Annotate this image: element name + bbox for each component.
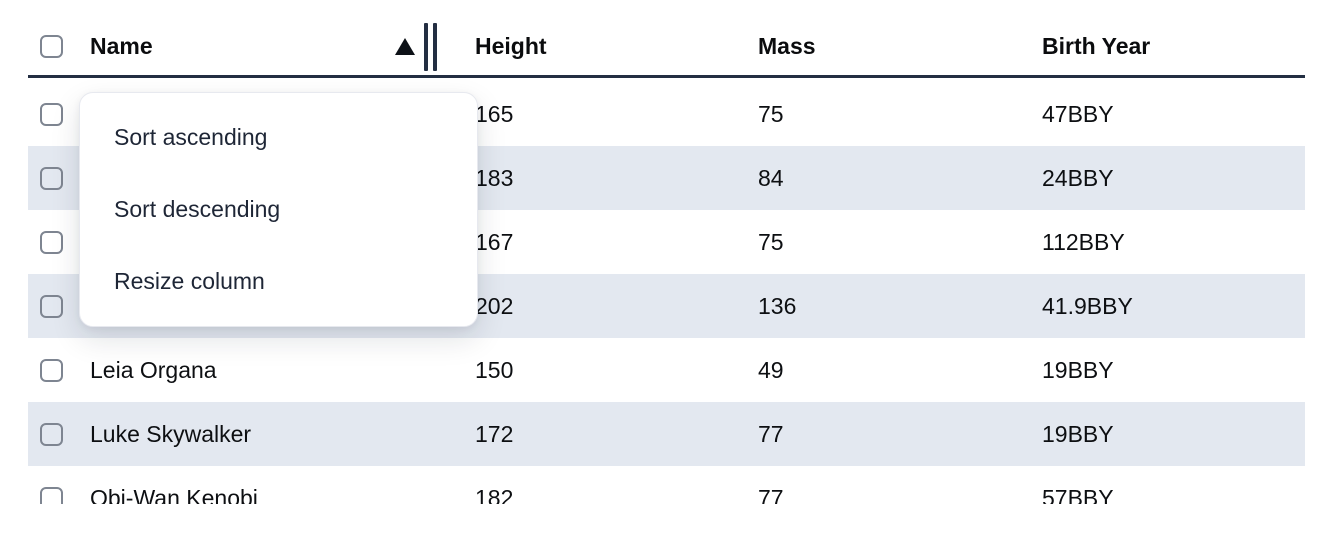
cell-height: 165 xyxy=(475,100,514,127)
table-row[interactable]: Luke Skywalker 172 77 19BBY xyxy=(28,402,1305,466)
cell-mass: 84 xyxy=(758,164,784,191)
menu-item-sort-ascending[interactable]: Sort ascending xyxy=(114,123,268,150)
header-label-name: Name xyxy=(90,33,153,59)
cell-height: 182 xyxy=(475,484,514,505)
header-cell-height[interactable]: Height xyxy=(475,33,547,59)
cell-birth-year: 19BBY xyxy=(1042,356,1114,383)
table-row[interactable]: Leia Organa 150 49 19BBY xyxy=(28,338,1305,402)
resize-bar-icon xyxy=(424,22,428,71)
row-checkbox[interactable] xyxy=(40,102,63,126)
row-checkbox[interactable] xyxy=(40,230,63,254)
cell-height: 183 xyxy=(475,164,514,191)
cell-birth-year: 41.9BBY xyxy=(1042,292,1133,319)
header-cell-mass[interactable]: Mass xyxy=(758,33,816,59)
row-checkbox[interactable] xyxy=(40,166,63,190)
cell-birth-year: 47BBY xyxy=(1042,100,1114,127)
cell-height: 172 xyxy=(475,420,514,447)
header-select-all-cell xyxy=(28,35,90,58)
cell-name: Obi-Wan Kenobi xyxy=(90,484,258,505)
cell-birth-year: 19BBY xyxy=(1042,420,1114,447)
row-checkbox[interactable] xyxy=(40,358,63,382)
header-cell-name[interactable]: Name xyxy=(90,22,475,71)
menu-item-sort-descending[interactable]: Sort descending xyxy=(114,195,281,222)
row-checkbox[interactable] xyxy=(40,294,63,318)
cell-mass: 49 xyxy=(758,356,784,383)
row-checkbox[interactable] xyxy=(40,486,63,504)
row-checkbox[interactable] xyxy=(40,422,63,446)
cell-birth-year: 24BBY xyxy=(1042,164,1114,191)
cell-birth-year: 112BBY xyxy=(1042,228,1125,255)
cell-mass: 77 xyxy=(758,420,784,447)
table-row[interactable]: 167 75 112BBY xyxy=(28,210,1305,274)
cell-height: 167 xyxy=(475,228,514,255)
column-context-menu: Sort ascending Sort descending Resize co… xyxy=(79,92,478,327)
cell-mass: 77 xyxy=(758,484,784,505)
table-row[interactable]: Obi-Wan Kenobi 182 77 57BBY xyxy=(28,466,1305,504)
select-all-checkbox[interactable] xyxy=(40,35,63,58)
cell-mass: 75 xyxy=(758,100,784,127)
column-resize-handle[interactable] xyxy=(424,22,437,71)
cell-name: Leia Organa xyxy=(90,356,217,383)
cell-height: 202 xyxy=(475,292,514,319)
cell-height: 150 xyxy=(475,356,514,383)
header-cell-birth-year[interactable]: Birth Year xyxy=(1042,33,1151,59)
cell-mass: 75 xyxy=(758,228,784,255)
table-row[interactable]: 165 75 47BBY xyxy=(28,82,1305,146)
cell-name: Luke Skywalker xyxy=(90,420,252,447)
cell-birth-year: 57BBY xyxy=(1042,484,1114,505)
sort-ascending-icon xyxy=(395,38,415,55)
cell-mass: 136 xyxy=(758,292,797,319)
table-header-row: Name Height Mass Birth Year xyxy=(28,0,1305,78)
menu-item-resize-column[interactable]: Resize column xyxy=(114,267,265,294)
resize-bar-icon xyxy=(433,22,437,71)
